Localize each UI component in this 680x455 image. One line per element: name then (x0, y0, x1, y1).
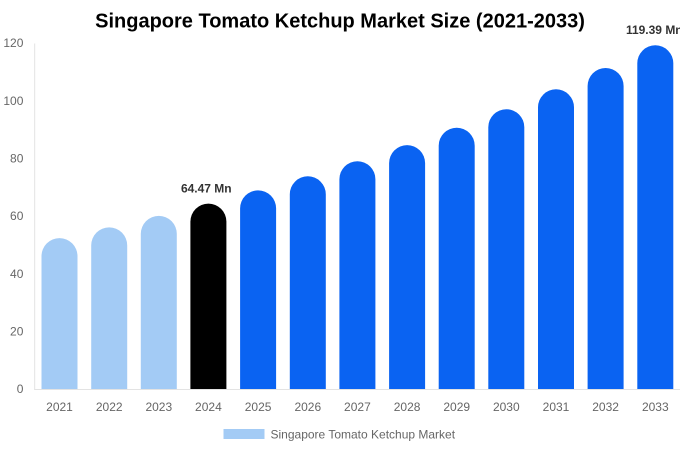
svg-text:2029: 2029 (443, 400, 470, 414)
svg-text:2028: 2028 (394, 400, 421, 414)
svg-text:0: 0 (17, 382, 24, 396)
svg-text:Singapore Tomato Ketchup Marke: Singapore Tomato Ketchup Market Size (20… (95, 11, 585, 33)
svg-text:20: 20 (10, 325, 24, 339)
svg-text:80: 80 (10, 152, 24, 166)
svg-text:2032: 2032 (592, 400, 619, 414)
svg-text:120: 120 (3, 36, 23, 50)
svg-text:2026: 2026 (294, 400, 321, 414)
svg-text:100: 100 (3, 94, 23, 108)
svg-text:2022: 2022 (96, 400, 123, 414)
svg-text:2021: 2021 (46, 400, 73, 414)
svg-text:2031: 2031 (543, 400, 570, 414)
svg-text:40: 40 (10, 267, 24, 281)
svg-text:119.39 Mn: 119.39 Mn (626, 23, 680, 37)
svg-text:2023: 2023 (145, 400, 172, 414)
svg-text:Singapore Tomato Ketchup Marke: Singapore Tomato Ketchup Market (271, 427, 456, 441)
svg-text:60: 60 (10, 209, 24, 223)
svg-text:64.47 Mn: 64.47 Mn (181, 181, 232, 195)
svg-text:2030: 2030 (493, 400, 520, 414)
svg-text:2033: 2033 (642, 400, 669, 414)
svg-text:2027: 2027 (344, 400, 371, 414)
svg-text:2025: 2025 (245, 400, 272, 414)
svg-text:2024: 2024 (195, 400, 222, 414)
